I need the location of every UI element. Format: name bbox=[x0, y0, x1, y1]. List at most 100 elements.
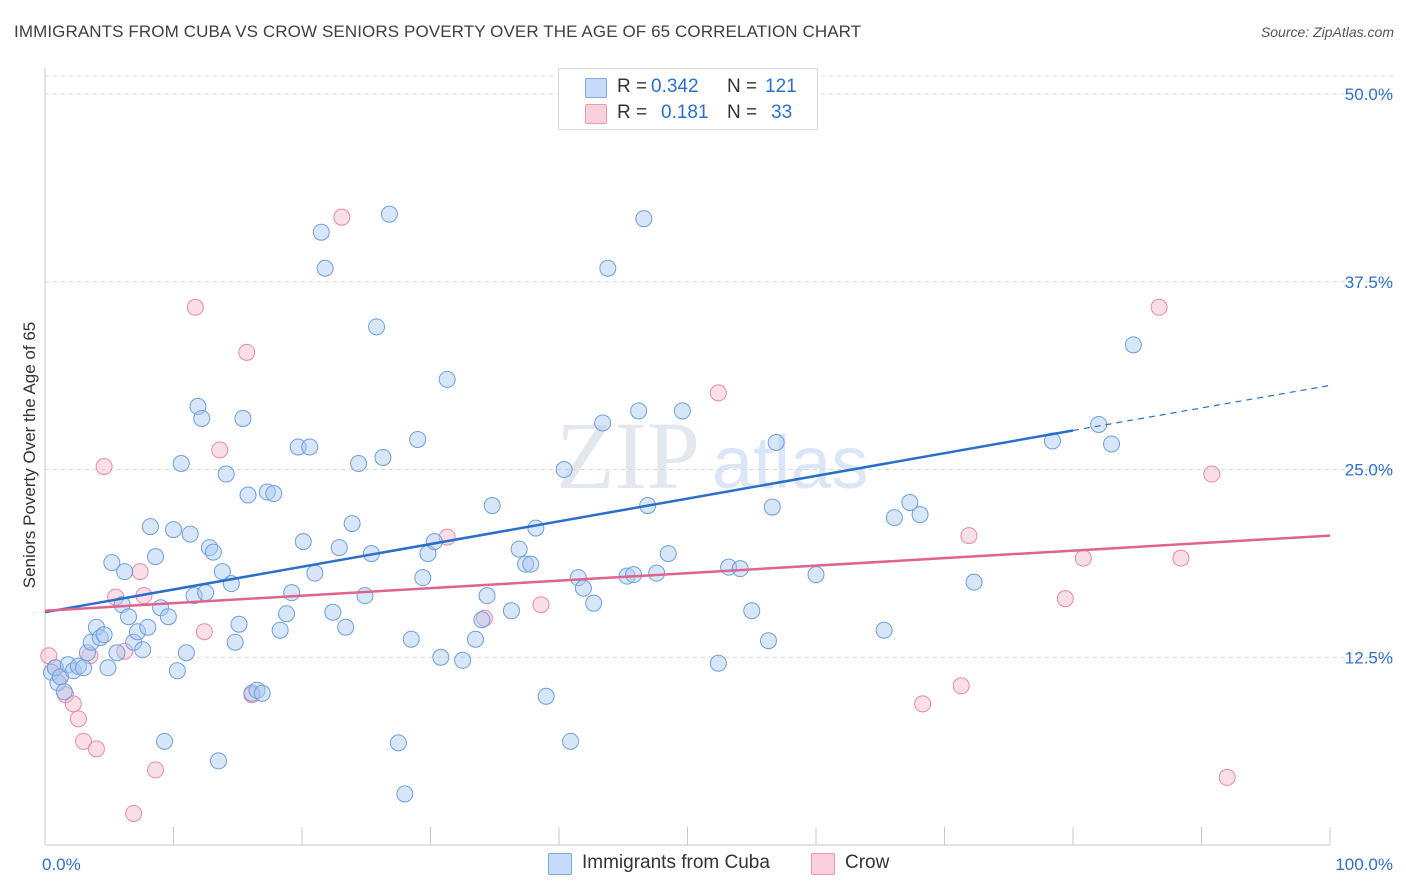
watermark-zip: ZIP bbox=[556, 402, 700, 509]
cuba-point bbox=[209, 752, 227, 770]
cuba-point bbox=[95, 626, 113, 644]
watermark: ZIP atlas bbox=[556, 402, 868, 509]
cuba-point bbox=[289, 438, 307, 456]
cuba-point bbox=[402, 630, 420, 648]
crow-point bbox=[709, 384, 727, 402]
crow-trend-line bbox=[44, 534, 1331, 612]
crow-point bbox=[147, 761, 165, 779]
crow-point bbox=[333, 208, 351, 226]
chart-source[interactable]: Source: ZipAtlas.com bbox=[1260, 24, 1394, 40]
cuba-point bbox=[330, 539, 348, 557]
crow-point bbox=[87, 740, 105, 758]
crow-point bbox=[64, 695, 82, 713]
cuba-point bbox=[156, 732, 174, 750]
cuba-point bbox=[337, 618, 355, 636]
cuba-point bbox=[64, 662, 82, 680]
crow-point bbox=[95, 458, 113, 476]
cuba-point bbox=[432, 648, 450, 666]
cuba-point bbox=[108, 644, 126, 662]
crow-point bbox=[1218, 768, 1236, 786]
y-tick-labels: 12.5% 25.0% 37.5% 50.0% bbox=[1345, 85, 1393, 667]
cuba-point bbox=[265, 485, 283, 503]
cuba-point bbox=[75, 659, 93, 677]
cuba-point bbox=[473, 611, 491, 629]
cuba-point bbox=[165, 521, 182, 539]
cuba-point bbox=[1090, 415, 1108, 433]
cuba-point bbox=[197, 584, 215, 602]
cuba-point bbox=[253, 684, 271, 702]
bottom-legend-label-crow: Crow bbox=[845, 852, 890, 873]
legend-n-label: N = bbox=[727, 102, 758, 123]
crow-point bbox=[238, 343, 256, 361]
bottom-legend-swatch-cuba bbox=[548, 853, 572, 875]
cuba-point bbox=[807, 566, 825, 584]
cuba-point bbox=[230, 615, 248, 633]
cuba-point bbox=[743, 602, 761, 620]
cuba-point bbox=[217, 465, 235, 483]
cuba-point bbox=[324, 603, 342, 621]
cuba-point bbox=[454, 651, 472, 669]
cuba-point bbox=[248, 681, 266, 699]
legend-r-label: R = bbox=[617, 76, 648, 97]
cuba-trend-extension bbox=[1072, 384, 1331, 432]
chart-title: IMMIGRANTS FROM CUBA VS CROW SENIORS POV… bbox=[14, 22, 862, 41]
cuba-point bbox=[120, 608, 138, 626]
cuba-point bbox=[389, 734, 407, 752]
legend-n-label: N = bbox=[727, 76, 758, 97]
cuba-point bbox=[673, 402, 691, 420]
cuba-point bbox=[380, 205, 398, 223]
crow-point bbox=[1203, 465, 1221, 483]
cuba-point bbox=[168, 662, 186, 680]
cuba-point bbox=[271, 621, 289, 639]
cuba-point bbox=[767, 433, 785, 451]
cuba-point bbox=[239, 486, 257, 504]
cuba-point bbox=[103, 554, 121, 572]
cuba-point bbox=[630, 402, 648, 420]
cuba-point bbox=[243, 684, 261, 702]
cuba-trend-line bbox=[44, 429, 1074, 614]
y-tick-label: 37.5% bbox=[1345, 273, 1393, 292]
watermark-atlas: atlas bbox=[712, 421, 868, 504]
cuba-point bbox=[763, 498, 781, 516]
cuba-point bbox=[522, 555, 540, 573]
crow-point bbox=[1150, 298, 1168, 316]
crow-point bbox=[1074, 549, 1092, 567]
crow-point bbox=[1172, 549, 1190, 567]
cuba-point bbox=[312, 223, 330, 241]
legend-n-value: 121 bbox=[765, 76, 797, 97]
cuba-point bbox=[159, 608, 177, 626]
cuba-point bbox=[116, 563, 134, 581]
cuba-point bbox=[226, 633, 244, 651]
crow-point bbox=[211, 441, 229, 459]
cuba-point bbox=[78, 644, 96, 662]
legend-r-label: R = bbox=[617, 102, 648, 123]
cuba-point bbox=[99, 659, 117, 677]
cuba-point bbox=[46, 659, 64, 677]
cuba-point bbox=[709, 654, 727, 672]
cuba-point bbox=[204, 543, 222, 561]
cuba-point bbox=[635, 210, 653, 228]
crow-point bbox=[952, 677, 970, 695]
cuba-point bbox=[594, 414, 612, 432]
cuba-point bbox=[414, 569, 432, 587]
crow-point bbox=[914, 695, 932, 713]
cuba-points bbox=[42, 205, 1142, 803]
cuba-point bbox=[885, 509, 903, 527]
crow-point bbox=[475, 609, 493, 627]
cuba-point bbox=[396, 785, 414, 803]
crow-point bbox=[1056, 590, 1074, 608]
cuba-point bbox=[193, 409, 211, 427]
cuba-point bbox=[374, 448, 392, 466]
cuba-point bbox=[599, 259, 617, 277]
cuba-point bbox=[147, 548, 165, 566]
cuba-point bbox=[574, 579, 592, 597]
x-tick-labels: 0.0% 100.0% bbox=[42, 855, 1393, 874]
x-tick-label: 0.0% bbox=[42, 855, 81, 874]
cuba-point bbox=[562, 732, 580, 750]
legend-swatch-crow bbox=[585, 104, 607, 124]
cuba-point bbox=[258, 483, 276, 501]
cuba-point bbox=[82, 633, 100, 651]
cuba-point bbox=[527, 519, 545, 537]
legend-n-value: 33 bbox=[771, 102, 793, 123]
